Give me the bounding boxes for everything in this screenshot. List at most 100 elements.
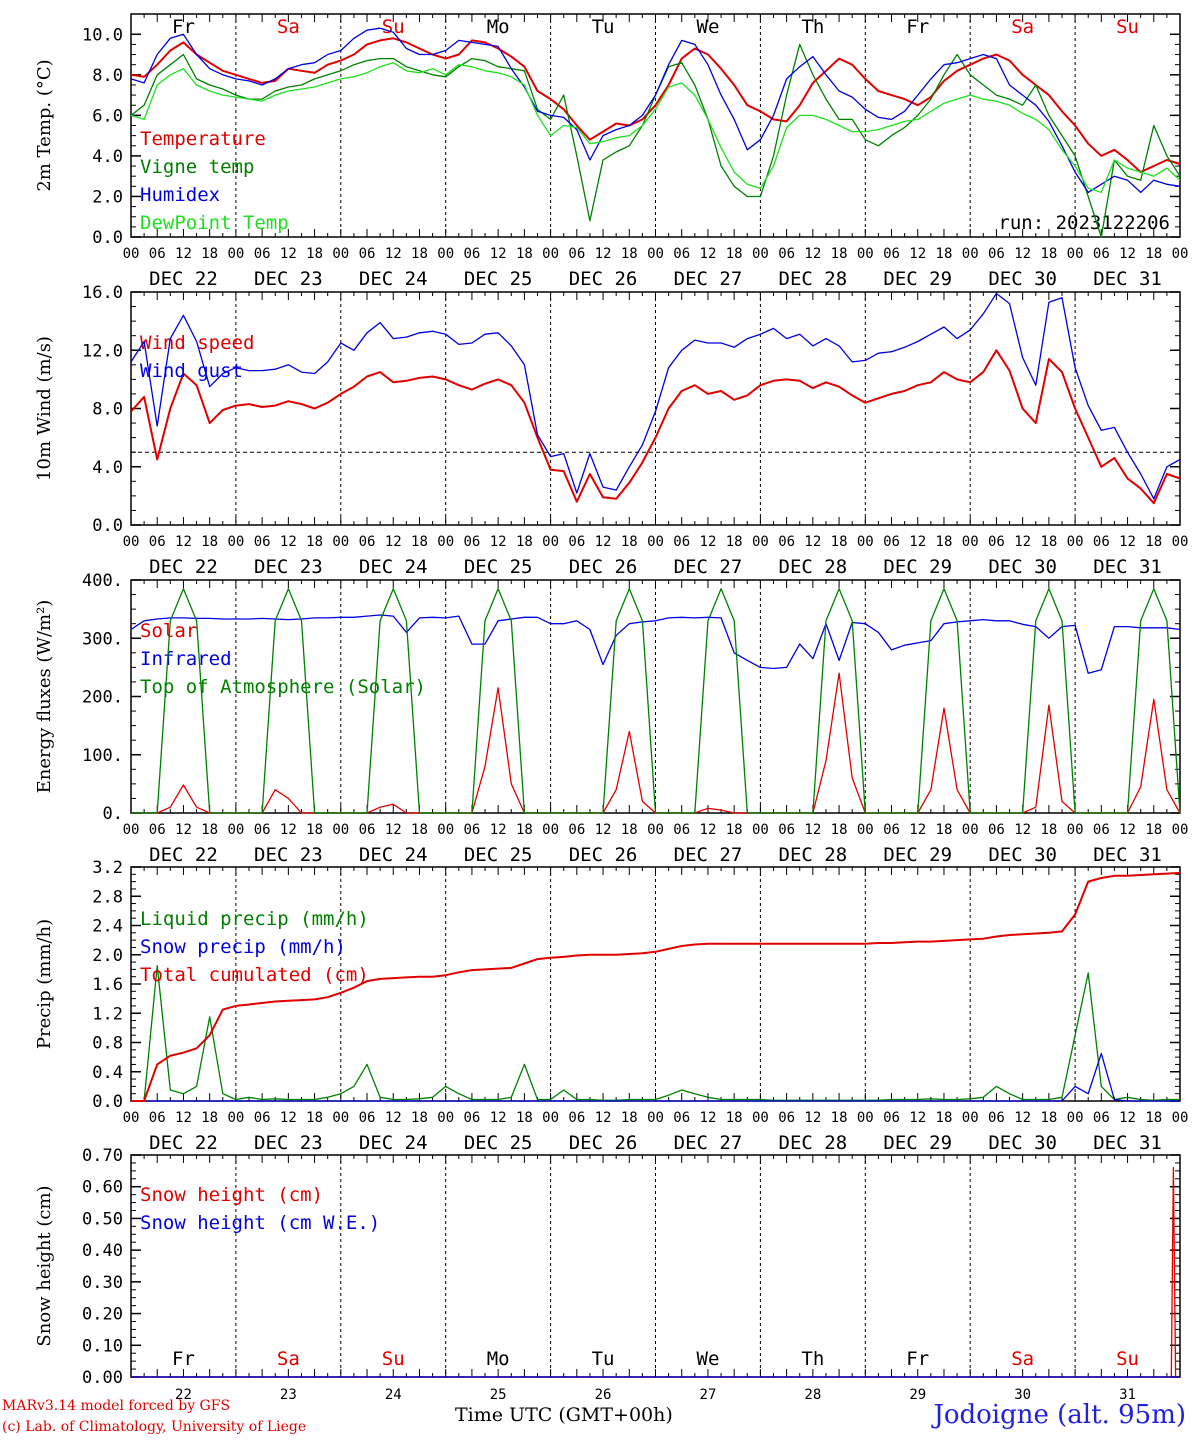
precip-hour-label: 00	[962, 1110, 979, 1126]
wind-hour-label: 00	[1172, 534, 1189, 550]
wind-hour-label: 12	[385, 534, 402, 550]
precip-hour-label: 12	[804, 1110, 821, 1126]
energy-date-label: DEC 27	[674, 844, 743, 866]
energy-hour-label: 06	[778, 822, 795, 838]
snow-ytick-label: 0.10	[82, 1336, 123, 1356]
precip-ytick-label: 0.8	[92, 1034, 123, 1054]
temp-legend-entry: Humidex	[140, 184, 220, 206]
precip-hour-label: 18	[726, 1110, 743, 1126]
model-credit: MARv3.14 model forced by GFS	[2, 1398, 231, 1414]
wind-date-label: DEC 24	[359, 556, 428, 578]
snow-ylabel: Snow height (cm)	[34, 1185, 55, 1346]
energy-hour-label: 00	[1067, 822, 1084, 838]
wind-hour-label: 06	[988, 534, 1005, 550]
temp-hour-label: 18	[516, 246, 533, 262]
precip-series-line	[131, 871, 1181, 1102]
wind-hour-label: 06	[463, 534, 480, 550]
temp-hour-label: 06	[673, 246, 690, 262]
snow-weekday-label: Th	[801, 1348, 824, 1370]
energy-hour-label: 00	[752, 822, 769, 838]
temp-date-label: DEC 26	[569, 268, 638, 290]
snow-daynum-label: 24	[385, 1387, 402, 1403]
wind-hour-label: 12	[804, 534, 821, 550]
wind-hour-label: 18	[201, 534, 218, 550]
wind-hour-label: 00	[1067, 534, 1084, 550]
wind-hour-label: 06	[149, 534, 166, 550]
precip-legend-entry: Snow precip (mm/h)	[140, 936, 346, 958]
energy-legend-entry: Infrared	[140, 648, 232, 670]
precip-hour-label: 06	[254, 1110, 271, 1126]
energy-ytick-label: 0.	[103, 804, 123, 824]
temp-hour-label: 12	[280, 246, 297, 262]
precip-hour-label: 12	[700, 1110, 717, 1126]
precip-hour-label: 12	[909, 1110, 926, 1126]
temp-date-label: DEC 29	[883, 268, 952, 290]
wind-ytick-label: 12.0	[82, 341, 123, 361]
energy-date-label: DEC 28	[779, 844, 848, 866]
energy-series-line	[131, 588, 1181, 814]
wind-hour-label: 06	[883, 534, 900, 550]
snow-weekday-label: Mo	[487, 1348, 510, 1370]
precip-hour-label: 00	[647, 1110, 664, 1126]
wind-ylabel: 10m Wind (m/s)	[34, 336, 55, 481]
wind-hour-label: 12	[1014, 534, 1031, 550]
precip-legend-entry: Liquid precip (mm/h)	[140, 908, 369, 930]
wind-hour-label: 00	[752, 534, 769, 550]
energy-hour-label: 00	[857, 822, 874, 838]
temp-ylabel: 2m Temp. (°C)	[34, 59, 55, 191]
snow-legend-entry: Snow height (cm W.E.)	[140, 1212, 380, 1234]
precip-hour-label: 06	[149, 1110, 166, 1126]
precip-date-label: DEC 24	[359, 1132, 428, 1154]
temp-hour-label: 12	[175, 246, 192, 262]
temp-ytick-label: 6.0	[92, 106, 123, 126]
temp-hour-label: 18	[726, 246, 743, 262]
weekday-label: We	[697, 16, 720, 38]
lab-credit: (c) Lab. of Climatology, University of L…	[2, 1419, 307, 1435]
wind-ytick-label: 16.0	[82, 283, 123, 303]
energy-date-label: DEC 22	[149, 844, 218, 866]
temp-date-label: DEC 25	[464, 268, 533, 290]
temp-hour-label: 00	[647, 246, 664, 262]
temp-hour-label: 06	[568, 246, 585, 262]
precip-hour-label: 18	[516, 1110, 533, 1126]
temp-hour-label: 12	[1119, 246, 1136, 262]
energy-date-label: DEC 25	[464, 844, 533, 866]
energy-date-label: DEC 23	[254, 844, 323, 866]
energy-hour-label: 12	[1119, 822, 1136, 838]
precip-hour-label: 00	[332, 1110, 349, 1126]
wind-hour-label: 00	[857, 534, 874, 550]
temp-hour-label: 00	[123, 246, 140, 262]
weekday-label: Sa	[277, 16, 300, 38]
precip-hour-label: 06	[778, 1110, 795, 1126]
energy-date-label: DEC 24	[359, 844, 428, 866]
precip-hour-label: 12	[385, 1110, 402, 1126]
energy-hour-label: 00	[332, 822, 349, 838]
precip-hour-label: 06	[883, 1110, 900, 1126]
run-annotation: run: 2023122206	[998, 212, 1170, 234]
energy-hour-label: 06	[359, 822, 376, 838]
precip-ytick-label: 2.8	[92, 887, 123, 907]
temp-date-label: DEC 28	[779, 268, 848, 290]
precip-hour-label: 18	[201, 1110, 218, 1126]
precip-date-label: DEC 28	[779, 1132, 848, 1154]
snow-weekday-label: Fr	[172, 1348, 195, 1370]
energy-ytick-label: 200.	[82, 688, 123, 708]
precip-series-line	[131, 1052, 1180, 1102]
precip-ytick-label: 1.6	[92, 975, 123, 995]
station-name: Jodoigne (alt. 95m)	[933, 1400, 1186, 1430]
precip-hour-label: 12	[175, 1110, 192, 1126]
energy-legend-entry: Solar	[140, 620, 197, 642]
snow-daynum-label: 27	[700, 1387, 717, 1403]
energy-hour-label: 00	[227, 822, 244, 838]
precip-hour-label: 18	[1145, 1110, 1162, 1126]
energy-hour-label: 00	[437, 822, 454, 838]
energy-hour-label: 18	[831, 822, 848, 838]
precip-hour-label: 18	[831, 1110, 848, 1126]
temp-hour-label: 12	[909, 246, 926, 262]
temp-hour-label: 18	[201, 246, 218, 262]
precip-date-label: DEC 22	[149, 1132, 218, 1154]
energy-hour-label: 18	[726, 822, 743, 838]
energy-date-label: DEC 26	[569, 844, 638, 866]
temp-plot-frame	[130, 13, 1181, 238]
wind-ytick-label: 0.0	[92, 516, 123, 536]
